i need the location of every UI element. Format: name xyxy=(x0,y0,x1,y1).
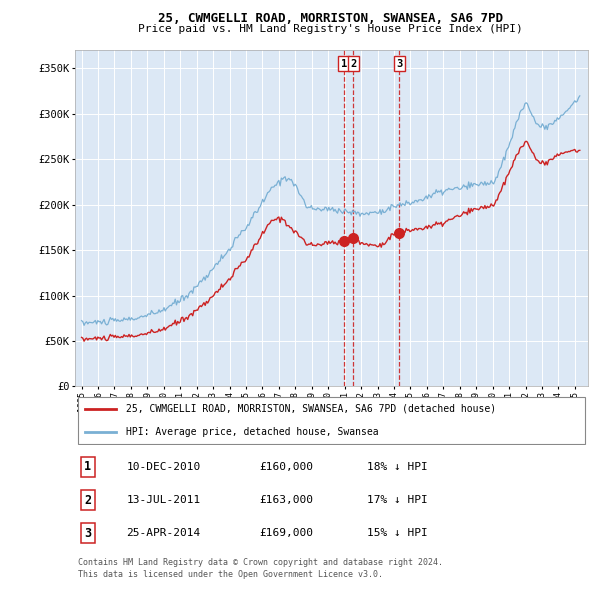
Text: 1: 1 xyxy=(84,460,91,474)
Text: 17% ↓ HPI: 17% ↓ HPI xyxy=(367,495,428,505)
Text: 25, CWMGELLI ROAD, MORRISTON, SWANSEA, SA6 7PD: 25, CWMGELLI ROAD, MORRISTON, SWANSEA, S… xyxy=(157,12,503,25)
Text: £169,000: £169,000 xyxy=(260,528,314,538)
Text: £160,000: £160,000 xyxy=(260,462,314,472)
Text: Contains HM Land Registry data © Crown copyright and database right 2024.
This d: Contains HM Land Registry data © Crown c… xyxy=(77,558,443,579)
Text: 15% ↓ HPI: 15% ↓ HPI xyxy=(367,528,428,538)
Text: 3: 3 xyxy=(84,526,91,540)
Text: 1: 1 xyxy=(341,58,347,68)
FancyBboxPatch shape xyxy=(77,397,586,444)
Text: 3: 3 xyxy=(396,58,403,68)
Text: 25, CWMGELLI ROAD, MORRISTON, SWANSEA, SA6 7PD (detached house): 25, CWMGELLI ROAD, MORRISTON, SWANSEA, S… xyxy=(127,404,496,414)
Text: Price paid vs. HM Land Registry's House Price Index (HPI): Price paid vs. HM Land Registry's House … xyxy=(137,24,523,34)
Text: 2: 2 xyxy=(350,58,356,68)
Text: 25-APR-2014: 25-APR-2014 xyxy=(127,528,200,538)
Text: £163,000: £163,000 xyxy=(260,495,314,505)
Text: 2: 2 xyxy=(84,493,91,507)
Text: 10-DEC-2010: 10-DEC-2010 xyxy=(127,462,200,472)
Text: HPI: Average price, detached house, Swansea: HPI: Average price, detached house, Swan… xyxy=(127,427,379,437)
Text: 18% ↓ HPI: 18% ↓ HPI xyxy=(367,462,428,472)
Text: 13-JUL-2011: 13-JUL-2011 xyxy=(127,495,200,505)
